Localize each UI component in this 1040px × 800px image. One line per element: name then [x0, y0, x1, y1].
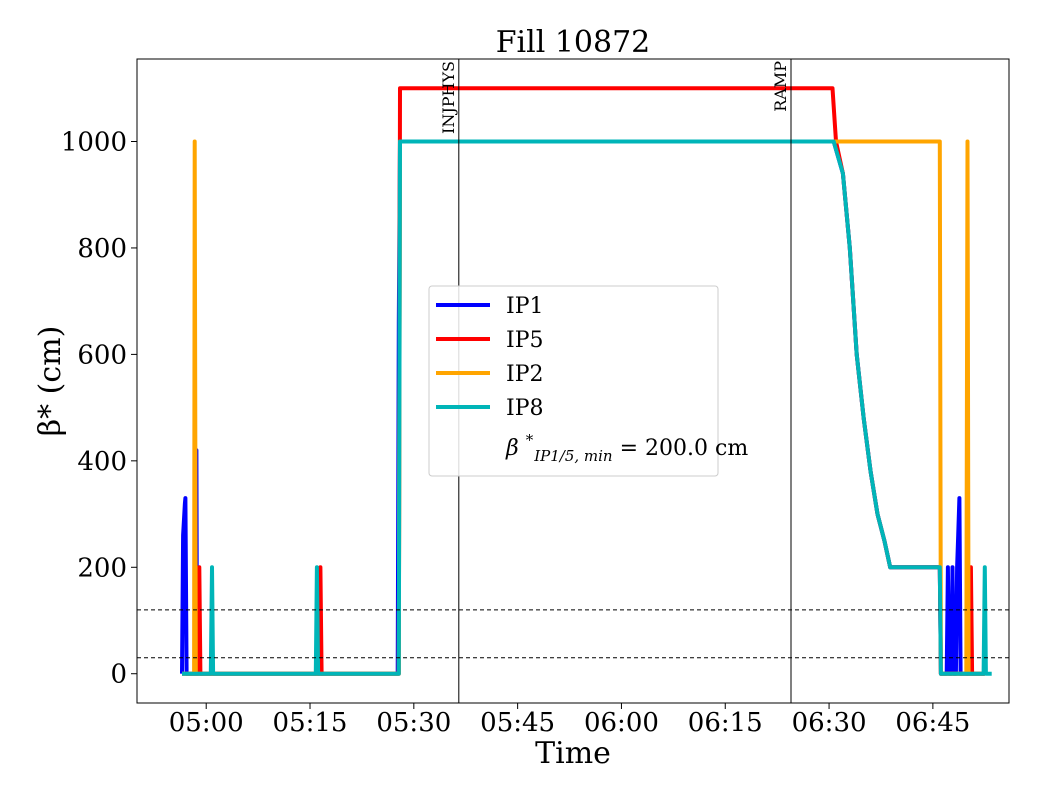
- y-tick-label-800: 800: [77, 234, 127, 264]
- legend: IP1 IP5 IP2 IP8 β * IP1/5, min = 200.0 cm: [428, 285, 748, 477]
- legend-beta-superscript: *: [526, 431, 534, 449]
- legend-label-ip5: IP5: [506, 328, 544, 353]
- y-tick-label-1000: 1000: [61, 127, 127, 157]
- x-tick-label-06-30: 06:30: [792, 708, 867, 738]
- legend-entry-beta-min: β * IP1/5, min = 200.0 cm: [505, 426, 748, 467]
- legend-beta-symbol: β: [505, 436, 519, 461]
- y-tick-label-400: 400: [77, 447, 127, 477]
- y-axis-label: β* (cm): [33, 326, 68, 437]
- x-tick-label-05-30: 05:30: [376, 708, 451, 738]
- x-tick-label-05-15: 05:15: [273, 708, 348, 738]
- marker-label-ramp: RAMP: [771, 61, 790, 112]
- legend-label-ip8: IP8: [506, 396, 544, 421]
- x-axis-label: Time: [535, 736, 611, 771]
- x-tick-label-06-00: 06:00: [584, 708, 659, 738]
- y-tick-label-200: 200: [77, 553, 127, 583]
- y-tick-label-600: 600: [77, 340, 127, 370]
- series-line-ip8: [182, 139, 992, 676]
- axes: 0 200 400 600 800 1000 05:00 05:15 05:30 05:45 06:…: [61, 127, 971, 738]
- legend-label-ip1: IP1: [506, 294, 544, 319]
- legend-box: [428, 285, 719, 477]
- legend-label-ip2: IP2: [506, 362, 544, 387]
- y-tick-label-0: 0: [110, 660, 127, 690]
- x-tick-label-05-00: 05:00: [169, 708, 244, 738]
- reference-lines: [137, 609, 1009, 659]
- chart-title: Fill 10872: [496, 25, 651, 60]
- x-tick-label-06-15: 06:15: [688, 708, 763, 738]
- legend-beta-value: = 200.0 cm: [620, 436, 749, 461]
- series-lines: [180, 86, 992, 676]
- plot-frame: [136, 58, 1010, 704]
- x-tick-label-06-45: 06:45: [895, 708, 970, 738]
- legend-entries: IP1 IP5 IP2 IP8: [436, 294, 544, 421]
- marker-label-injphys: INJPHYS: [439, 61, 458, 134]
- x-tick-label-05-45: 05:45: [480, 708, 555, 738]
- legend-beta-subscript: IP1/5, min: [533, 447, 612, 465]
